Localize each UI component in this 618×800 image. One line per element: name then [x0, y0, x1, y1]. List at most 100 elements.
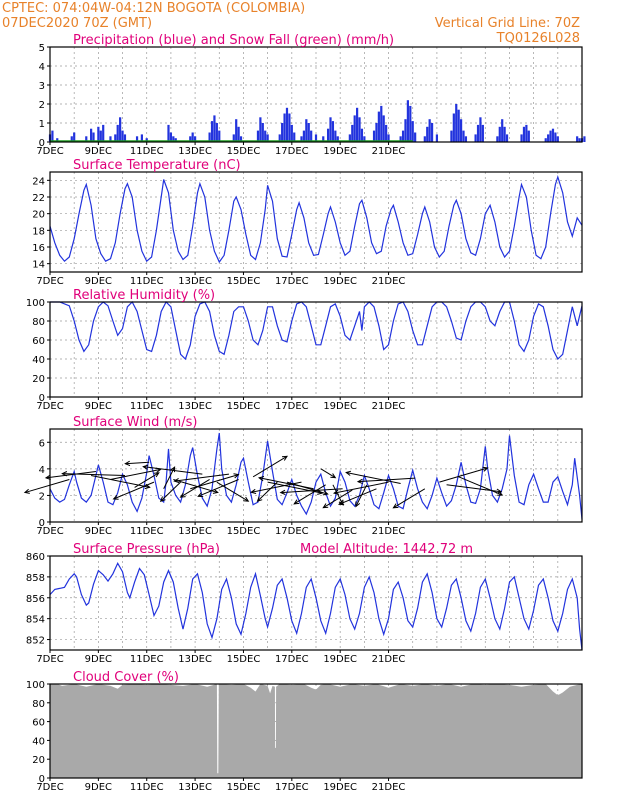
y-tick-label: 854: [26, 615, 45, 626]
wind-arrow: [293, 484, 326, 505]
precip-bar: [452, 113, 455, 142]
wind-arrow-shaft: [333, 481, 389, 494]
panel-title: Relative Humidity (%): [73, 288, 215, 303]
precip-bar: [119, 117, 122, 142]
precip-bar: [92, 132, 95, 142]
precip-bar: [235, 119, 238, 142]
precip-bar: [459, 119, 463, 142]
panel-title: Precipitation (blue) and Snow Fall (gree…: [73, 33, 394, 48]
precip-bar: [307, 123, 310, 142]
precip-bar: [140, 134, 143, 142]
wind-arrow-head: [159, 496, 166, 502]
precip-bar: [99, 130, 102, 142]
wind-arrow-shaft: [458, 476, 503, 496]
precip-bar: [97, 126, 100, 142]
wind-arrow-shaft: [110, 468, 161, 480]
x-tick-label: 9DEC: [85, 276, 112, 287]
wind-arrow-shaft: [393, 488, 426, 509]
precip-bar: [218, 130, 221, 142]
x-tick-label: 19DEC: [323, 401, 357, 412]
x-tick-label: 13DEC: [178, 146, 212, 157]
precip-bar: [123, 134, 127, 142]
wind-arrow: [356, 477, 416, 485]
precip-bar: [423, 136, 426, 142]
wind-arrow: [250, 481, 302, 494]
precip-bar: [102, 124, 105, 142]
x-tick-label: 21DEC: [372, 526, 406, 537]
precip-bar: [290, 124, 293, 142]
precip-bar: [169, 132, 173, 142]
precip-bar: [116, 124, 119, 142]
panel-title: Surface Wind (m/s): [73, 415, 197, 430]
precip-bar: [278, 134, 281, 142]
x-tick-label: 19DEC: [323, 146, 357, 157]
precip-bar: [51, 130, 54, 142]
precip-bar: [256, 130, 260, 142]
y-tick-label: 20: [32, 210, 45, 221]
x-tick-label: 13DEC: [178, 782, 212, 793]
precip-bar: [549, 130, 552, 142]
precip-bar: [70, 136, 73, 142]
header-run-time: 07DEC2020 70Z (GMT): [2, 16, 152, 31]
y-tick-label: 5: [39, 43, 45, 54]
x-tick-label: 15DEC: [227, 782, 261, 793]
y-tick-label: 856: [26, 594, 45, 605]
precip-bar: [334, 130, 337, 142]
wind-arrow: [112, 481, 155, 500]
panel-frame: [49, 171, 583, 273]
precip-bar: [377, 111, 380, 142]
y-tick-label: 100: [26, 680, 45, 691]
precip-bar: [85, 136, 88, 142]
precip-bar: [264, 130, 267, 142]
x-tick-label: 17DEC: [275, 526, 309, 537]
precip-bar: [167, 124, 170, 142]
precip-bar: [293, 132, 296, 142]
wind-arrow: [458, 476, 504, 496]
x-tick-label: 13DEC: [178, 654, 212, 665]
y-tick-label: 20: [32, 755, 45, 766]
precip-bar: [356, 107, 359, 142]
x-tick-label: 15DEC: [227, 146, 261, 157]
wind-arrow-shaft: [338, 488, 377, 505]
precip-bar: [498, 126, 501, 142]
x-tick-label: 11DEC: [130, 782, 164, 793]
wind-arrow: [142, 464, 203, 475]
x-tick-label: 19DEC: [323, 526, 357, 537]
x-tick-label: 11DEC: [130, 146, 164, 157]
precip-bar: [281, 123, 284, 142]
wind-arrow-shaft: [267, 481, 323, 494]
y-tick-label: 100: [26, 298, 45, 309]
wind-arrow: [267, 481, 324, 495]
cloud-cover-area: [50, 684, 582, 778]
panel-6: 0 20 40 60 80 100 7DEC 9DEC 11DEC 13DEC 15DEC 17DEC…: [26, 670, 583, 793]
precip-bar: [435, 134, 439, 142]
panel-4: 0 2 4 6 7DEC 9DEC 11DEC 13DEC 15DEC 17DEC 19DEC 21D…: [23, 415, 583, 537]
precip-bar: [551, 128, 555, 142]
y-tick-label: 60: [32, 718, 45, 729]
wind-arrow-shaft: [259, 477, 314, 490]
wind-arrow: [44, 471, 97, 480]
precip-bar: [401, 130, 405, 142]
precip-bar: [336, 136, 339, 142]
y-tick-label: 858: [26, 573, 45, 584]
wind-arrow-shaft: [173, 479, 218, 494]
series-line: [49, 175, 583, 264]
wind-arrow-shaft: [134, 472, 160, 488]
x-tick-label: 7DEC: [36, 146, 63, 157]
wind-arrow-head: [332, 489, 340, 495]
wind-arrow: [159, 481, 181, 502]
precip-bar: [193, 136, 197, 142]
precip-bar: [285, 107, 289, 142]
x-tick-label: 11DEC: [130, 401, 164, 412]
x-tick-label: 9DEC: [85, 401, 112, 412]
precip-bar: [208, 132, 211, 142]
wind-arrow-head: [153, 472, 160, 478]
x-tick-label: 7DEC: [36, 654, 63, 665]
wind-arrow-shaft: [280, 488, 343, 494]
header-model-code: TQ0126L028: [496, 31, 580, 46]
precip-bar: [455, 104, 458, 142]
wind-arrow-head: [173, 477, 180, 484]
x-tick-label: 7DEC: [36, 276, 63, 287]
y-tick-label: 1: [39, 119, 45, 130]
wind-arrow-head: [256, 496, 263, 502]
